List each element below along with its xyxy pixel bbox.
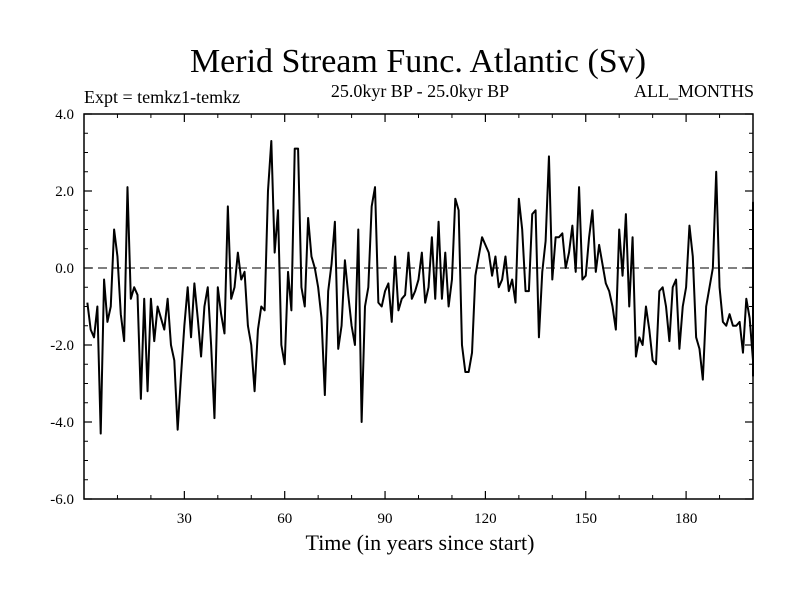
y-tick-label: -4.0 xyxy=(50,415,74,431)
chart-title: Merid Stream Func. Atlantic (Sv) xyxy=(190,43,646,80)
x-tick-label: 90 xyxy=(378,511,393,527)
months-label: ALL_MONTHS xyxy=(634,81,754,101)
y-tick-label: 2.0 xyxy=(55,184,74,200)
x-tick-label: 30 xyxy=(177,511,192,527)
x-tick-label: 150 xyxy=(575,511,598,527)
x-tick-label: 180 xyxy=(675,511,698,527)
x-tick-label: 60 xyxy=(277,511,292,527)
series-line xyxy=(86,139,754,435)
time-period-label: 25.0kyr BP - 25.0kyr BP xyxy=(331,81,509,101)
y-tick-label: -2.0 xyxy=(50,338,74,354)
y-tick-label: 0.0 xyxy=(55,261,74,277)
y-tick-label: 4.0 xyxy=(55,107,74,123)
x-axis-label: Time (in years since start) xyxy=(306,530,535,555)
plot-frame xyxy=(83,113,754,500)
experiment-label: Expt = temkz1-temkz xyxy=(84,87,240,107)
x-tick-label: 120 xyxy=(474,511,497,527)
x-axis: 30 60 90 120 150 180 xyxy=(116,114,721,527)
y-tick-label: -6.0 xyxy=(50,492,74,508)
